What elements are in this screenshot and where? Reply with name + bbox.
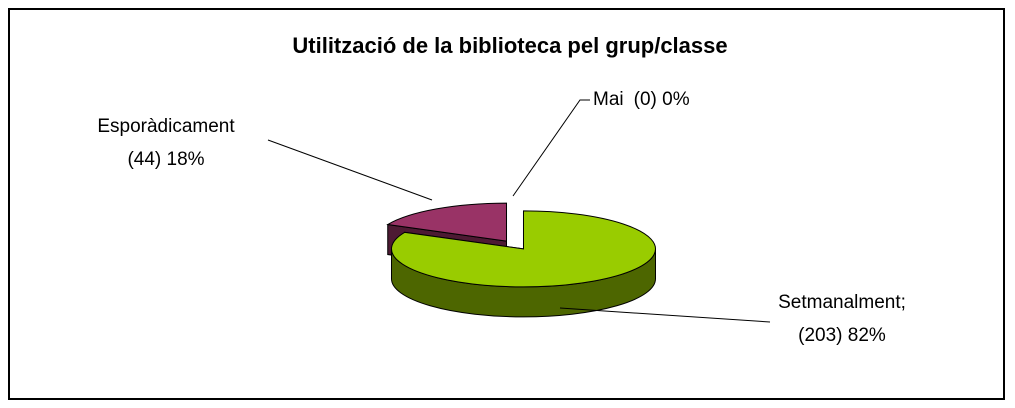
slice-label: Esporàdicament <box>97 116 235 137</box>
leader-line <box>512 99 590 197</box>
slice <box>391 210 656 288</box>
slice-label: Mai <box>593 89 624 110</box>
slice-label-group: Mai (0) 0% <box>593 89 690 110</box>
slice <box>386 202 508 242</box>
slice-label: Setmanalment; <box>778 292 906 313</box>
chart-title: Utilització de la biblioteca pel grup/cl… <box>292 33 727 58</box>
leader-line <box>559 307 771 323</box>
slice-value-label: (203) 82% <box>798 325 886 346</box>
leader-line <box>267 139 433 201</box>
slice-value-label: (44) 18% <box>127 149 204 170</box>
slice-value-label: (0) 0% <box>634 89 690 110</box>
